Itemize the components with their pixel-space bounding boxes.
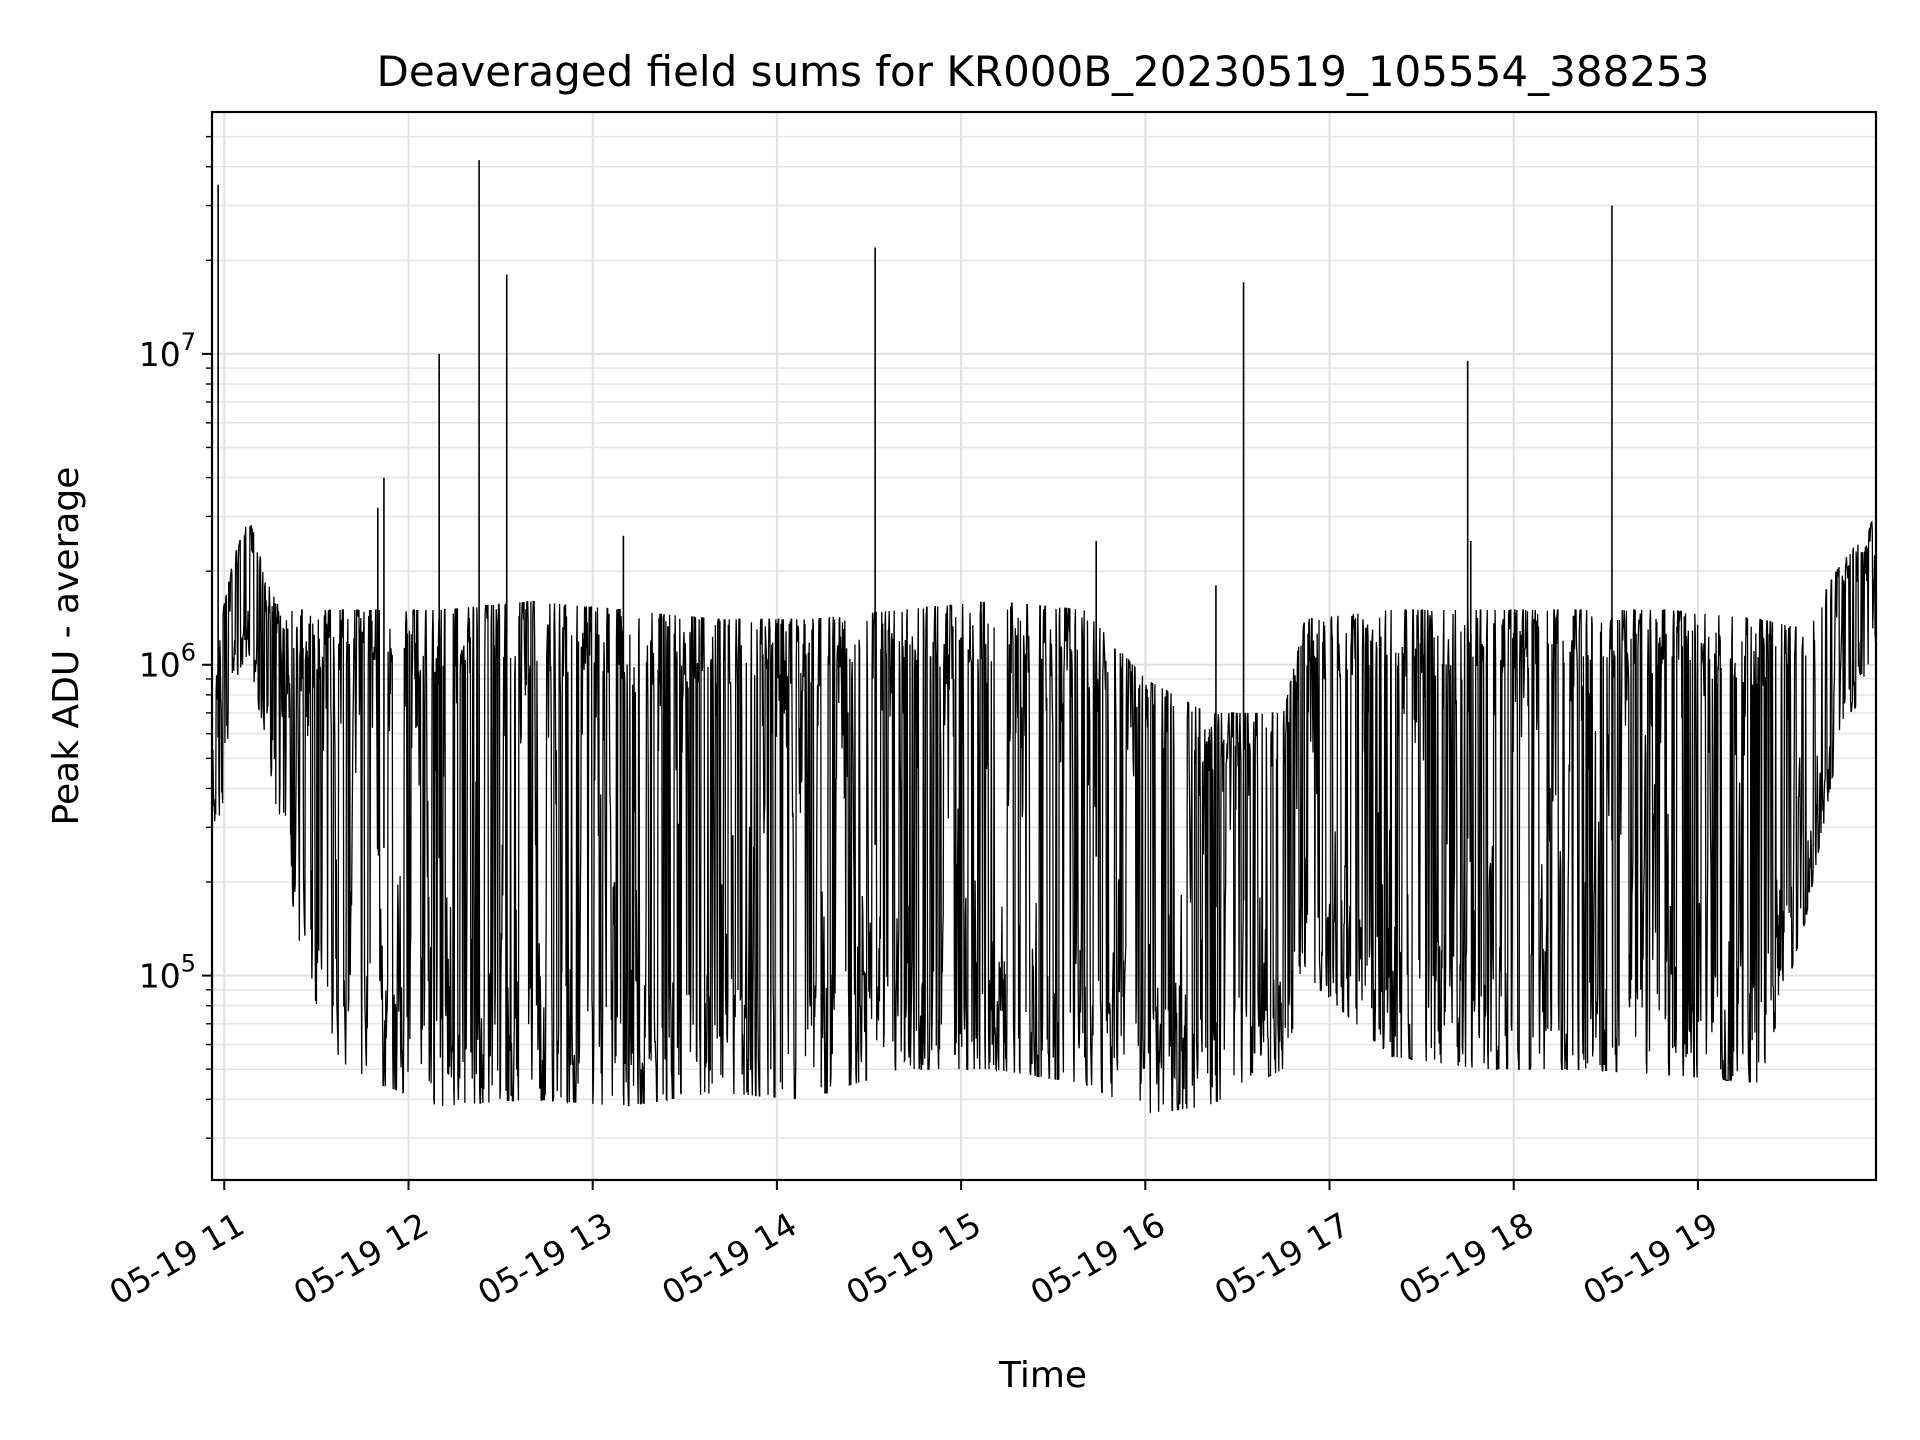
series-layer xyxy=(212,160,1876,1113)
chart-title: Deaveraged field sums for KR000B_2023051… xyxy=(377,47,1710,96)
plot-frame xyxy=(210,110,1878,1182)
y-axis-label: Peak ADU - average xyxy=(46,467,87,826)
series-line xyxy=(212,520,1876,1113)
y-tick-label: 105 xyxy=(139,950,196,996)
x-axis-label: Time xyxy=(998,1355,1087,1396)
y-tick-label: 106 xyxy=(139,639,196,685)
y-tick-label: 107 xyxy=(139,328,196,374)
